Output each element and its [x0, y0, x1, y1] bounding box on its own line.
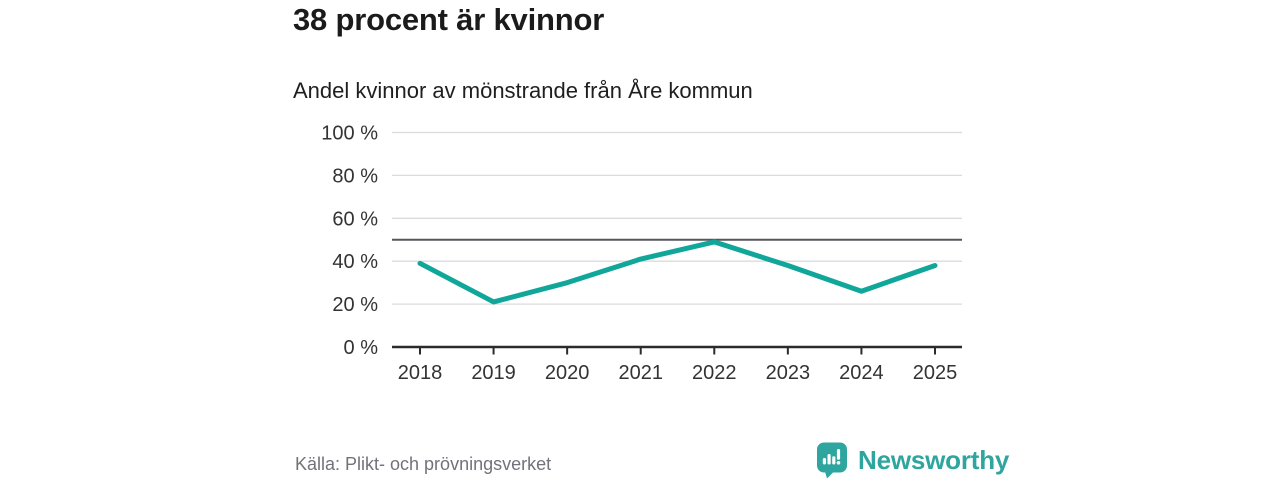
newsworthy-icon — [817, 442, 847, 479]
svg-text:60 %: 60 % — [332, 208, 378, 230]
svg-text:40 %: 40 % — [332, 251, 378, 273]
svg-text:2022: 2022 — [692, 362, 737, 384]
svg-text:0 %: 0 % — [344, 337, 379, 359]
svg-text:2019: 2019 — [471, 362, 516, 384]
newsworthy-logo: Newsworthy — [816, 441, 1009, 479]
svg-text:20 %: 20 % — [332, 294, 378, 316]
svg-text:2023: 2023 — [766, 362, 811, 384]
svg-text:2021: 2021 — [618, 362, 663, 384]
source-attribution: Källa: Plikt- och prövningsverket — [295, 454, 552, 474]
headline: 38 procent är kvinnor — [293, 2, 605, 37]
svg-text:2025: 2025 — [913, 362, 958, 384]
svg-text:2020: 2020 — [545, 362, 590, 384]
chart-subtitle: Andel kvinnor av mönstrande från Åre kom… — [293, 78, 753, 103]
svg-text:2024: 2024 — [839, 362, 884, 384]
svg-text:100 %: 100 % — [321, 123, 378, 145]
svg-text:2018: 2018 — [398, 362, 443, 384]
svg-text:80 %: 80 % — [332, 165, 378, 187]
brand-name: Newsworthy — [858, 444, 1010, 475]
